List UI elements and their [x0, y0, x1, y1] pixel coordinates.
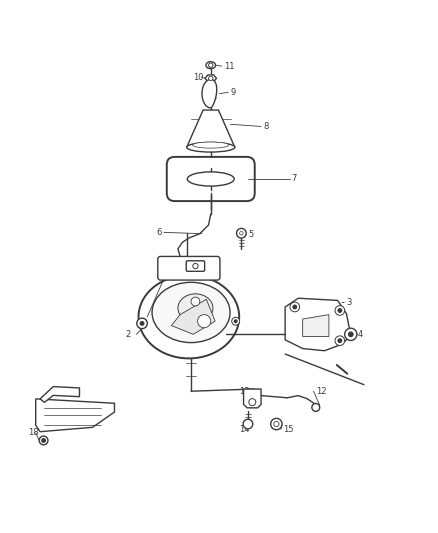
Polygon shape — [171, 300, 215, 334]
Circle shape — [191, 297, 199, 306]
Polygon shape — [201, 79, 216, 108]
Circle shape — [334, 305, 344, 316]
Circle shape — [243, 419, 252, 429]
Circle shape — [140, 321, 144, 325]
Text: 14: 14 — [239, 425, 249, 434]
Text: 11: 11 — [223, 62, 234, 70]
Text: 4: 4 — [357, 330, 362, 339]
Ellipse shape — [192, 142, 228, 148]
Polygon shape — [285, 298, 350, 351]
Polygon shape — [186, 110, 234, 147]
Circle shape — [311, 403, 319, 411]
Circle shape — [248, 399, 255, 406]
Circle shape — [289, 302, 299, 312]
Text: 18: 18 — [28, 429, 39, 437]
Ellipse shape — [152, 282, 230, 343]
Ellipse shape — [205, 62, 215, 69]
Text: 7: 7 — [291, 174, 297, 183]
Circle shape — [239, 231, 243, 235]
Circle shape — [337, 339, 341, 342]
Ellipse shape — [187, 172, 234, 186]
Circle shape — [39, 436, 48, 445]
Ellipse shape — [177, 294, 212, 322]
Text: 8: 8 — [263, 122, 268, 131]
Polygon shape — [35, 399, 114, 432]
Text: 17: 17 — [38, 403, 49, 412]
FancyBboxPatch shape — [157, 256, 219, 280]
Text: 10: 10 — [193, 72, 203, 82]
Circle shape — [231, 317, 239, 325]
Circle shape — [273, 422, 279, 426]
Circle shape — [292, 305, 296, 309]
Circle shape — [270, 418, 282, 430]
Circle shape — [208, 76, 212, 80]
Text: 5: 5 — [247, 230, 253, 239]
Polygon shape — [205, 75, 216, 82]
Text: 3: 3 — [346, 298, 351, 307]
Text: 2: 2 — [125, 330, 131, 339]
Circle shape — [334, 336, 344, 345]
FancyBboxPatch shape — [166, 157, 254, 201]
Polygon shape — [243, 389, 261, 408]
Text: 12: 12 — [315, 387, 325, 395]
Circle shape — [137, 318, 147, 329]
Polygon shape — [40, 386, 79, 402]
Circle shape — [197, 314, 210, 328]
Polygon shape — [302, 314, 328, 336]
Circle shape — [337, 309, 341, 312]
Text: 1: 1 — [136, 312, 141, 321]
Text: 13: 13 — [239, 387, 249, 395]
Ellipse shape — [138, 275, 239, 358]
Text: 15: 15 — [283, 425, 293, 434]
Circle shape — [42, 439, 45, 442]
Text: 9: 9 — [230, 88, 235, 97]
Text: 6: 6 — [155, 228, 161, 237]
Text: 16: 16 — [51, 387, 61, 395]
FancyBboxPatch shape — [186, 261, 204, 271]
Circle shape — [348, 332, 352, 336]
Circle shape — [208, 63, 212, 67]
Ellipse shape — [186, 142, 234, 152]
Circle shape — [234, 320, 237, 322]
Circle shape — [236, 229, 246, 238]
Circle shape — [344, 328, 356, 341]
Circle shape — [192, 263, 198, 269]
